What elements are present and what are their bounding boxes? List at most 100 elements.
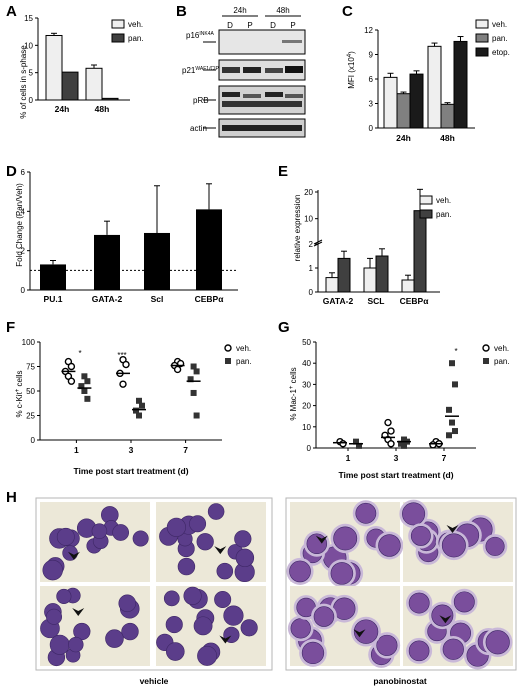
panel-g-xtick-label-3: 3 — [394, 453, 399, 463]
panel-h-cell-6-1 — [290, 618, 311, 639]
panel-d-xtick-label-1: GATA-2 — [92, 294, 123, 304]
panel-a-legend-pan: pan. — [128, 34, 144, 43]
panel-f-xtick-label-3: 3 — [129, 445, 134, 455]
panel-g-xlabel: Time post start treatment (d) — [338, 470, 453, 480]
panel-e-ytick-label-1: 1 — [309, 264, 314, 273]
panel-label-a: A — [6, 3, 17, 20]
panel-g-ytick-label-50: 50 — [302, 338, 311, 347]
panel-h-cell-7-9 — [408, 640, 430, 662]
panel-a-legend-swatch-pan — [111, 33, 125, 43]
panel-c-xtick-label-48h: 48h — [440, 133, 455, 143]
panel-d-ytick-label-4: 4 — [21, 207, 26, 216]
panel-d-ytick-label-6: 6 — [21, 168, 26, 177]
panel-e-bar-veh-2 — [401, 279, 415, 293]
panel-h: vehicle panobinostat — [35, 497, 517, 686]
panel-d-bar-2 — [144, 232, 170, 290]
panel-f-point-pan-13 — [193, 412, 200, 419]
panel-h-caption-panobinostat: panobinostat — [373, 676, 427, 686]
panel-f: % c-Kit+ cells 0 25 50 75 100 1 3 7 Time post s… — [15, 338, 252, 476]
panel-f-point-pan-5 — [136, 397, 142, 404]
panel-h-cell-4-9 — [289, 560, 311, 583]
panel-b-band-prb-1 — [222, 92, 240, 97]
panel-b-row-label-prb: pRB — [193, 96, 209, 105]
panel-b-band-p21-3 — [265, 68, 283, 73]
panel-b-band-prb-3 — [265, 92, 283, 97]
panel-b-row-label-actin: actin — [190, 124, 207, 133]
panel-g-point-pan-9 — [449, 419, 455, 426]
panel-a-bar-veh-48h — [85, 67, 103, 101]
panel-e-legend-veh: veh. — [436, 196, 451, 205]
panel-a-xtick-label-48h: 48h — [95, 104, 110, 114]
panel-g-point-pan-8 — [446, 406, 452, 413]
panel-c-legend-etop: etop. — [492, 48, 510, 57]
panel-f-legend-veh: veh. — [236, 344, 251, 353]
panel-f-point-pan-0 — [81, 373, 88, 380]
panel-g-point-pan-6 — [449, 360, 455, 367]
panel-h-arrowhead-1 — [214, 546, 227, 555]
panel-g-point-pan-5 — [401, 442, 407, 449]
panel-e-ytick-label-2: 2 — [309, 240, 314, 249]
panel-h-cell-6-8 — [313, 606, 335, 627]
panel-b-band-p16 — [282, 40, 302, 43]
panel-g-ytick-label-0: 0 — [307, 444, 312, 453]
panel-b-lane-1: D — [227, 21, 233, 30]
panel-f-legend-swatch-pan — [225, 358, 231, 364]
panel-h-arrowhead-4 — [315, 535, 328, 544]
panel-g-xtick-label-7: 7 — [442, 453, 447, 463]
panel-label-g: G — [278, 319, 290, 336]
panel-b-lane-3: D — [270, 21, 276, 30]
panel-h-cell-1-9 — [166, 517, 186, 537]
panel-h-cell-1-13 — [189, 515, 207, 533]
panel-e-xtick-label-0: GATA-2 — [323, 296, 354, 306]
panel-f-xlabel: Time post start treatment (d) — [73, 466, 188, 476]
panel-f-ytick-label-0: 0 — [31, 436, 36, 445]
panel-c-ytick-label-9: 9 — [369, 51, 374, 60]
panel-e-bar-pan-1 — [375, 255, 389, 293]
panel-h-cell-1-7 — [234, 530, 252, 548]
panel-b-band-prb-2 — [243, 94, 261, 98]
panel-c-legend-pan: pan. — [492, 34, 508, 43]
panel-c-ytick-label-6: 6 — [369, 75, 374, 84]
panel-f-point-pan-8 — [136, 412, 142, 419]
panel-g-point-veh-9 — [429, 441, 437, 449]
panel-h-cell-5-8 — [441, 533, 466, 558]
panel-c-bar-veh-48h — [427, 45, 442, 129]
panel-c-ytick-label-3: 3 — [369, 100, 374, 109]
panel-e-ticks: 0 1 2 10 20 — [304, 188, 323, 297]
panel-b-lane-2: P — [247, 21, 252, 30]
panel-e-bar-pan-2 — [413, 210, 427, 293]
panel-h-cell-2-10 — [118, 594, 137, 613]
panel-d-ytick-label-0: 0 — [21, 286, 26, 295]
panel-d-ytick-label-2: 2 — [21, 247, 26, 256]
panel-e-ylabel: relative expression — [293, 195, 302, 262]
panel-f-point-veh-4 — [67, 377, 76, 385]
panel-d-bar-0 — [40, 264, 66, 290]
panel-h-cell-6-5 — [376, 634, 398, 656]
panel-h-cell-1-6 — [196, 533, 214, 551]
panel-c-bar-pan-48h — [440, 103, 455, 129]
panel-label-h: H — [6, 489, 17, 506]
panel-h-caption-vehicle: vehicle — [140, 676, 169, 686]
panel-g-sig-7: * — [454, 347, 457, 356]
panel-g-point-veh-2 — [384, 418, 392, 427]
panel-f-point-pan-4 — [84, 395, 91, 402]
panel-h-cell-4-4 — [333, 526, 358, 551]
panel-g-ytick-label-20: 20 — [302, 402, 311, 411]
panel-g-points — [333, 360, 459, 449]
panel-g-ylabel: % Mac-1+ cells — [289, 367, 298, 420]
panel-g-point-pan-7 — [452, 381, 458, 388]
panel-c-bars: 24h 48h — [383, 36, 468, 143]
panel-h-cell-5-4 — [485, 536, 505, 556]
panel-h-cell-1-5 — [216, 562, 234, 580]
panel-a-bar-pan-48h — [101, 97, 119, 101]
panel-h-cell-4-6 — [330, 562, 354, 585]
panel-d-xtick-label-2: Scl — [151, 294, 164, 304]
panel-d-xtick-label-3: CEBPα — [195, 294, 225, 304]
panel-f-points — [61, 355, 201, 419]
panel-b-time-48h: 48h — [276, 6, 289, 15]
panel-h-cell-7-3 — [453, 591, 475, 613]
panel-f-point-pan-2 — [78, 383, 85, 390]
panel-g-legend-pan: pan. — [494, 357, 510, 366]
panel-f-ticks: 0 25 50 75 100 1 3 7 — [22, 338, 189, 455]
